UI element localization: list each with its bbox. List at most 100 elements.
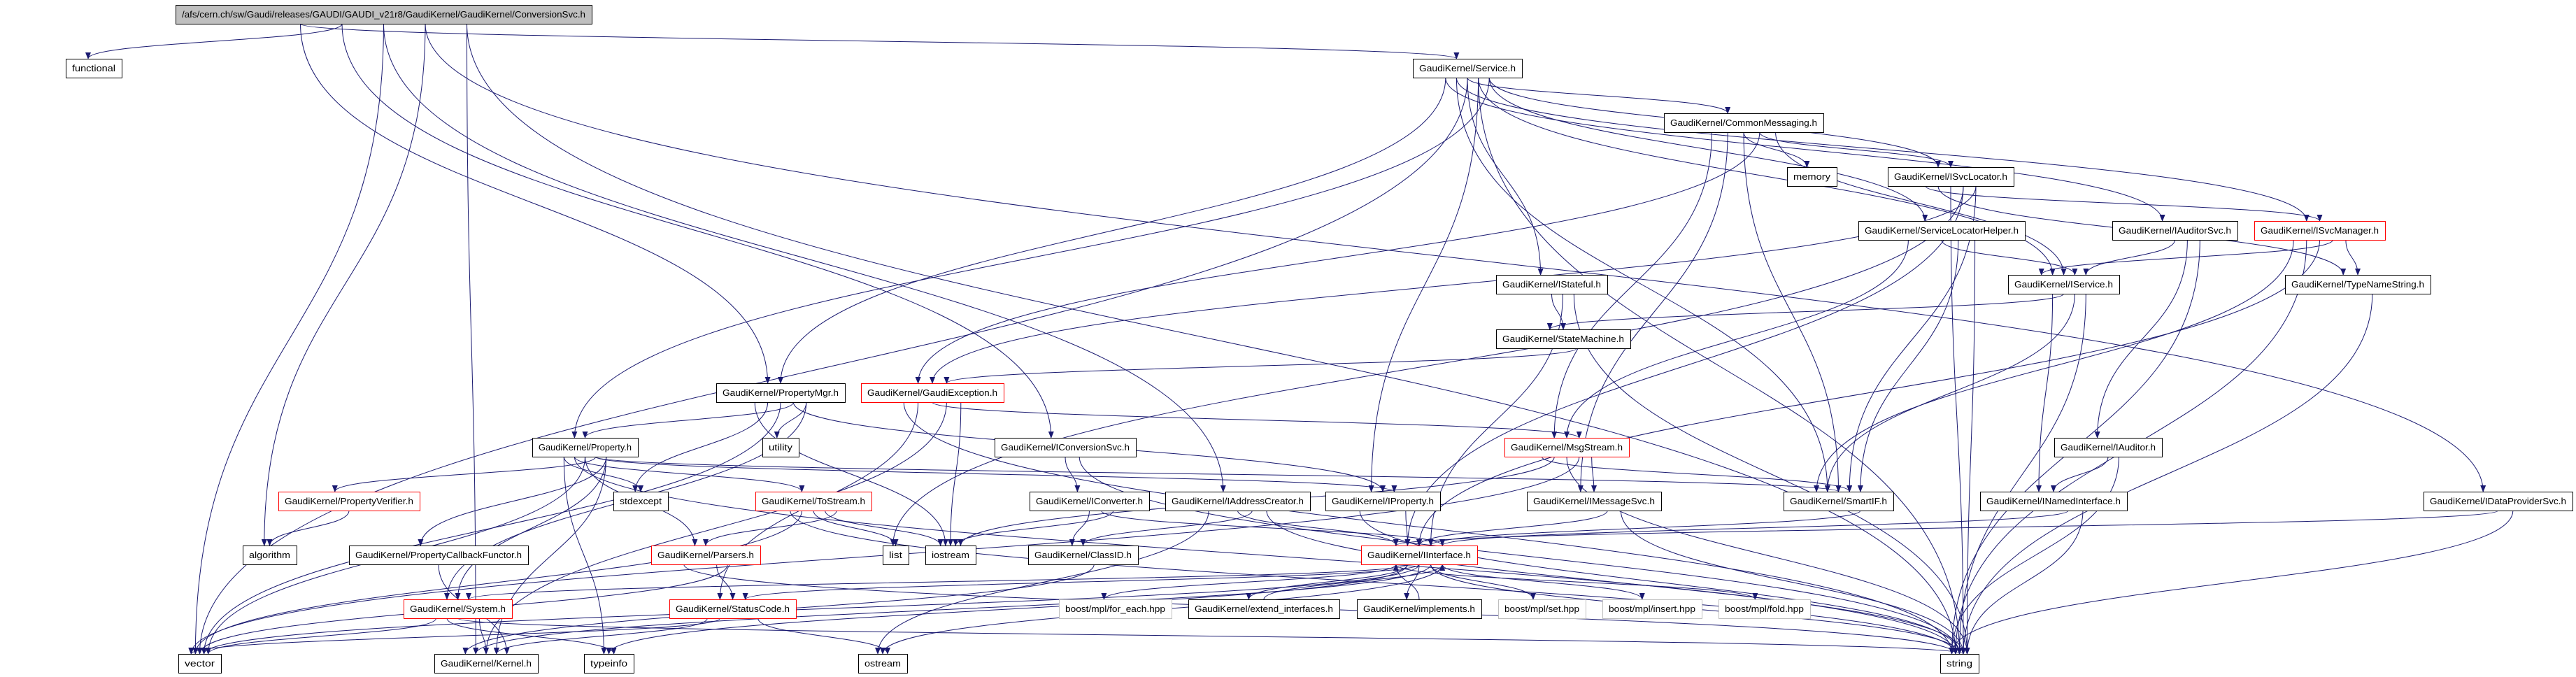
node-fold[interactable]: boost/mpl/fold.hpp — [1718, 599, 1811, 619]
edge-iauditorsvc-to-iauditor — [2094, 239, 2188, 439]
edge-statuscode-to-ostream — [757, 618, 890, 655]
node-foreach[interactable]: boost/mpl/for_each.hpp — [1059, 599, 1172, 619]
node-propertyverifier[interactable]: GaudiKernel/PropertyVerifier.h — [278, 492, 420, 511]
node-box — [858, 654, 908, 674]
node-iostream[interactable]: iostream — [925, 546, 976, 565]
node-box — [1496, 275, 1608, 294]
node-insert[interactable]: boost/mpl/insert.hpp — [1602, 599, 1702, 619]
node-root[interactable]: /afs/cern.ch/sw/Gaudi/releases/GAUDI/GAU… — [176, 5, 592, 24]
edge-iservice-to-statemachine — [1547, 293, 2064, 330]
node-box — [1413, 59, 1523, 78]
edge-iauditorsvc-to-iservice — [2083, 239, 2175, 276]
node-algorithm[interactable]: algorithm — [243, 546, 297, 565]
node-box — [1496, 329, 1631, 349]
node-label: vector — [185, 658, 215, 669]
node-memory[interactable]: memory — [1787, 167, 1837, 187]
node-iauditor[interactable]: GaudiKernel/IAuditor.h — [2054, 438, 2163, 457]
node-msgstream[interactable]: GaudiKernel/MsgStream.h — [1504, 438, 1630, 457]
edge-iinterface-to-fold — [1395, 564, 1758, 600]
edge-root-to-algorithm — [261, 23, 426, 546]
node-functional[interactable]: functional — [66, 59, 122, 78]
node-gaudiexception[interactable]: GaudiKernel/GaudiException.h — [861, 383, 1004, 403]
edge-iservice-to-smartif — [1824, 293, 2075, 492]
node-tostream[interactable]: GaudiKernel/ToStream.h — [755, 492, 872, 511]
edge-root-to-idataprovidersvc — [425, 23, 2486, 492]
node-ostream[interactable]: ostream — [858, 654, 908, 674]
edge-property-to-stdexcept — [563, 456, 643, 492]
node-stdexcept[interactable]: stdexcept — [613, 492, 669, 511]
node-label: GaudiKernel/IAuditor.h — [2061, 442, 2156, 452]
edge-iaddresscreator-to-string — [1266, 510, 1966, 655]
node-isvclocator[interactable]: GaudiKernel/ISvcLocator.h — [1888, 167, 2014, 187]
node-vector[interactable]: vector — [178, 654, 222, 674]
edge-isvclocator-to-string — [1950, 185, 1966, 655]
node-implements[interactable]: GaudiKernel/implements.h — [1357, 599, 1482, 619]
node-property[interactable]: GaudiKernel/Property.h — [532, 438, 639, 457]
node-commonmsg[interactable]: GaudiKernel/CommonMessaging.h — [1664, 113, 1824, 133]
node-iservice[interactable]: GaudiKernel/IService.h — [2008, 275, 2120, 294]
node-iauditorsvc[interactable]: GaudiKernel/IAuditorSvc.h — [2112, 221, 2238, 241]
node-statemachine[interactable]: GaudiKernel/StateMachine.h — [1496, 329, 1631, 349]
node-imessagesvc[interactable]: GaudiKernel/IMessageSvc.h — [1527, 492, 1662, 511]
node-box — [1664, 113, 1824, 133]
edge-service-to-iproperty — [1368, 77, 1479, 492]
node-idataprovidersvc[interactable]: GaudiKernel/IDataProviderSvc.h — [2424, 492, 2573, 511]
node-box — [243, 546, 297, 565]
node-istateful[interactable]: GaudiKernel/IStateful.h — [1496, 275, 1608, 294]
edge-tostream-to-string — [790, 510, 1958, 655]
node-label: GaudiKernel/implements.h — [1363, 604, 1475, 614]
edge-commonmsg-to-memory — [1743, 131, 1810, 168]
edge-root-to-iconversionsvc — [341, 23, 1054, 439]
edge-isvcmanager-to-typenamestring — [2345, 239, 2361, 276]
edge-service-to-commonmsg — [1467, 77, 1731, 114]
edge-service-to-iauditorsvc — [1445, 77, 2165, 222]
node-iinterface[interactable]: GaudiKernel/IInterface.h — [1361, 546, 1478, 565]
node-iconversionsvc[interactable]: GaudiKernel/IConversionSvc.h — [995, 438, 1137, 457]
node-smartif[interactable]: GaudiKernel/SmartIF.h — [1784, 492, 1894, 511]
node-propertymgr[interactable]: GaudiKernel/PropertyMgr.h — [716, 383, 846, 403]
node-label: boost/mpl/for_each.hpp — [1065, 604, 1165, 614]
node-box — [434, 654, 539, 674]
node-kernel[interactable]: GaudiKernel/Kernel.h — [434, 654, 539, 674]
node-set[interactable]: boost/mpl/set.hpp — [1498, 599, 1586, 619]
node-typenamestring[interactable]: GaudiKernel/TypeNameString.h — [2285, 275, 2431, 294]
node-label: GaudiKernel/IMessageSvc.h — [1533, 496, 1655, 506]
edge-service-to-property — [571, 77, 1490, 439]
edge-imessagesvc-to-string — [1620, 510, 1966, 655]
edge-propertymgr-to-utility — [774, 401, 807, 439]
node-servicelocatorhelper[interactable]: GaudiKernel/ServiceLocatorHelper.h — [1858, 221, 2026, 241]
node-box — [651, 546, 761, 565]
node-label: GaudiKernel/IProperty.h — [1332, 496, 1434, 506]
edge-commonmsg-to-imessagesvc — [1577, 131, 1728, 492]
node-list[interactable]: list — [883, 546, 909, 565]
edge-inamedinterface-to-string — [1964, 510, 2084, 655]
node-system[interactable]: GaudiKernel/System.h — [404, 599, 513, 619]
edge-isvclocator-to-gaudiexception — [930, 185, 1977, 384]
node-service[interactable]: GaudiKernel/Service.h — [1413, 59, 1523, 78]
node-classid[interactable]: GaudiKernel/ClassID.h — [1028, 546, 1139, 565]
node-label: ostream — [864, 658, 901, 669]
node-inamedinterface[interactable]: GaudiKernel/INamedInterface.h — [1980, 492, 2128, 511]
node-extend[interactable]: GaudiKernel/extend_interfaces.h — [1188, 599, 1340, 619]
node-utility[interactable]: utility — [762, 438, 799, 457]
edge-isvclocator-to-isvcmanager — [1925, 185, 2323, 222]
node-box — [1940, 654, 1979, 674]
node-iaddresscreator[interactable]: GaudiKernel/IAddressCreator.h — [1165, 492, 1311, 511]
node-label: functional — [72, 63, 115, 73]
edge-istateful-to-statemachine — [1551, 293, 1566, 330]
node-label: GaudiKernel/IInterface.h — [1367, 550, 1471, 560]
node-label: GaudiKernel/ClassID.h — [1034, 550, 1132, 560]
node-iconverter[interactable]: GaudiKernel/IConverter.h — [1030, 492, 1150, 511]
node-isvcmanager[interactable]: GaudiKernel/ISvcManager.h — [2254, 221, 2386, 241]
node-parsers[interactable]: GaudiKernel/Parsers.h — [651, 546, 761, 565]
node-typeinfo[interactable]: typeinfo — [584, 654, 634, 674]
node-propertycallbackfunctor[interactable]: GaudiKernel/PropertyCallbackFunctor.h — [349, 546, 529, 565]
edge-inamedinterface-to-iinterface — [1439, 510, 2069, 546]
edge-iinterface-to-implements — [1404, 564, 1420, 600]
node-string[interactable]: string — [1940, 654, 1979, 674]
node-box — [1888, 167, 2014, 187]
node-label: GaudiKernel/PropertyMgr.h — [723, 387, 839, 398]
node-iproperty[interactable]: GaudiKernel/IProperty.h — [1325, 492, 1441, 511]
node-statuscode[interactable]: GaudiKernel/StatusCode.h — [669, 599, 797, 619]
